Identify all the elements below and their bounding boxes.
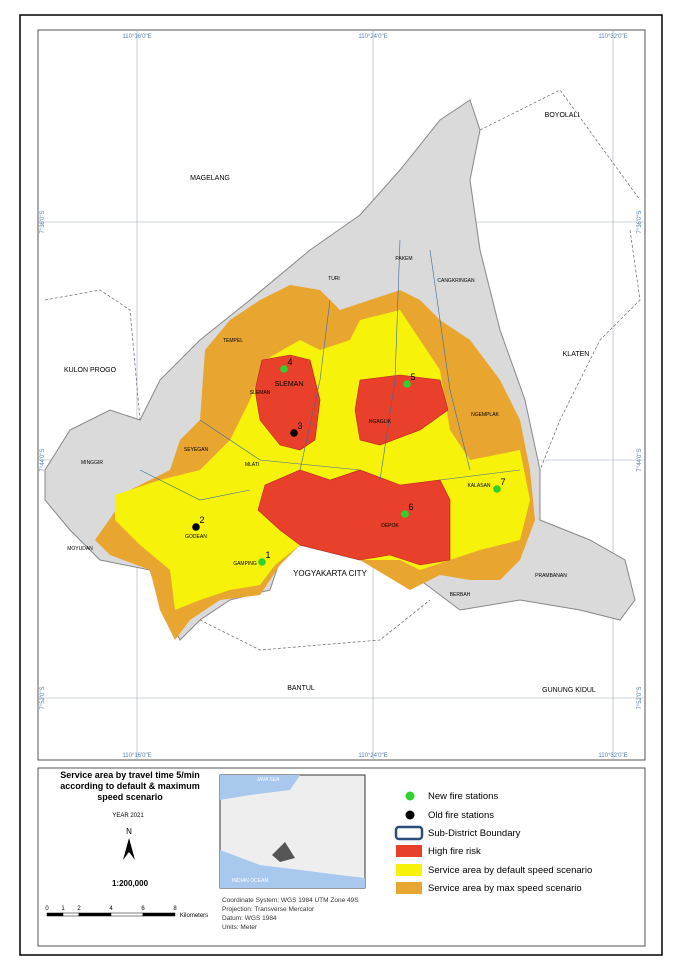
legend-item: New fire stations <box>428 791 498 802</box>
legend-item: Old fire stations <box>428 810 494 821</box>
inset-label: INDIAN OCEAN <box>232 878 269 884</box>
legend-symbol <box>405 810 415 820</box>
legend-title: Service area by travel time 5/min <box>60 770 200 780</box>
subdistrict-label: MOYUDAN <box>67 546 93 552</box>
subdistrict-label: MLATI <box>245 462 259 468</box>
scale-unit: Kilometers <box>180 913 208 919</box>
map-info: Coordinate System: WGS 1984 UTM Zone 49S <box>222 897 359 904</box>
scale-tick: 2 <box>77 906 81 912</box>
scale-tick: 1 <box>61 906 65 912</box>
legend-year: YEAR 2021 <box>112 813 144 819</box>
grid-label: 7°52'0"S <box>40 686 46 709</box>
scale-bar-segment <box>46 912 64 917</box>
station-number: 6 <box>408 502 413 512</box>
scale-tick: 6 <box>141 906 145 912</box>
map-info: Units: Meter <box>222 924 258 931</box>
legend-item: Sub-District Boundary <box>428 828 521 839</box>
grid-label: 110°24'0"E <box>358 753 387 759</box>
fire-station <box>258 558 266 566</box>
grid-label: 7°52'0"S <box>637 686 643 709</box>
north-arrow-label: N <box>126 827 132 836</box>
subdistrict-label: SLEMAN <box>250 390 271 396</box>
scale-bar-segment <box>78 912 112 917</box>
subdistrict-label: DEPOK <box>381 523 399 529</box>
region-label: MAGELANG <box>190 175 230 182</box>
subdistrict-label: NGEMPLAK <box>471 412 499 418</box>
subdistrict-label: PAKEM <box>395 256 412 262</box>
grid-label: 7°44'0"S <box>637 448 643 471</box>
fire-station <box>403 380 411 388</box>
legend-title: according to default & maximum <box>60 781 200 791</box>
fire-station <box>280 365 288 373</box>
legend-panel <box>37 767 646 947</box>
scale-tick: 4 <box>109 906 113 912</box>
region-label: BOYOLALI <box>545 112 580 119</box>
station-number: 7 <box>500 477 505 487</box>
inset-label: JAVA SEA <box>257 777 281 783</box>
grid-label: 110°32'0"E <box>598 753 627 759</box>
map-info: Datum: WGS 1984 <box>222 915 277 922</box>
station-number: 3 <box>297 421 302 431</box>
grid-label: 7°36'0"S <box>40 210 46 233</box>
region-label: YOGYAKARTA CITY <box>293 569 367 578</box>
grid-label: 110°32'0"E <box>598 34 627 40</box>
legend-symbol <box>394 825 424 841</box>
fire-station <box>401 510 409 518</box>
scale-bar-segment <box>142 912 176 917</box>
fire-station <box>290 429 298 437</box>
legend-item: Service area by max speed scenario <box>428 883 582 894</box>
subdistrict-label: PRAMBANAN <box>535 573 567 579</box>
map-info: Projection: Transverse Mercator <box>222 906 315 913</box>
subdistrict-label: GODEAN <box>185 534 207 540</box>
station-number: 5 <box>410 372 415 382</box>
grid-label: 110°24'0"E <box>358 34 387 40</box>
legend-item: High fire risk <box>428 846 481 857</box>
scale-bar-segment <box>110 912 144 917</box>
scale-tick: 8 <box>173 906 177 912</box>
grid-label: 110°16'0"E <box>122 34 151 40</box>
subdistrict-label: BERBAH <box>450 592 471 598</box>
legend-symbol <box>396 845 422 857</box>
subdistrict-label: CANGKRINGAN <box>437 278 475 284</box>
region-label: BANTUL <box>287 685 315 692</box>
capital-label: SLEMAN <box>275 381 304 388</box>
fire-station <box>493 485 501 493</box>
region-label: KLATEN <box>563 351 590 358</box>
scale-bar-segment <box>62 912 80 917</box>
legend-title: speed scenario <box>97 792 163 802</box>
subdistrict-label: SEYEGAN <box>184 447 209 453</box>
grid-label: 110°16'0"E <box>122 753 151 759</box>
legend-symbol <box>405 791 415 801</box>
scale-text: 1:200,000 <box>112 879 149 888</box>
legend-symbol <box>396 882 422 894</box>
subdistrict-label: MINGGIR <box>81 460 103 466</box>
legend-symbol <box>396 864 422 876</box>
fire-station <box>192 523 200 531</box>
high-risk <box>254 354 451 566</box>
grid-label: 7°44'0"S <box>40 448 46 471</box>
subdistrict-label: TEMPEL <box>223 338 243 344</box>
subdistrict-label: NGAGLIK <box>369 419 392 425</box>
subdistrict-boundaries <box>139 239 521 501</box>
legend-item: Service area by default speed scenario <box>428 865 592 876</box>
grid-label: 7°36'0"S <box>637 210 643 233</box>
subdistrict-label: TURI <box>328 276 340 282</box>
region-label: GUNUNG KIDUL <box>542 687 596 694</box>
regency-boundaries <box>44 89 641 651</box>
subdistrict-label: GAMPING <box>233 561 257 567</box>
subdistrict-label: KALASAN <box>467 483 490 489</box>
station-number: 2 <box>199 515 204 525</box>
region-label: KULON PROGO <box>64 367 117 374</box>
station-number: 4 <box>287 357 292 367</box>
scale-tick: 0 <box>45 906 49 912</box>
station-number: 1 <box>265 550 270 560</box>
